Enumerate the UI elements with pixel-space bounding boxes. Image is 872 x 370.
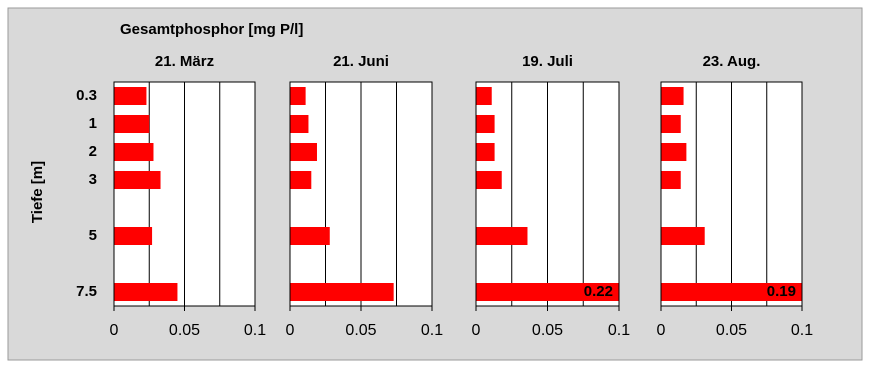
x-tick-label: 0.1 [608,322,630,339]
data-label: 0.19 [767,283,796,300]
bar [476,171,502,189]
panel-title: 23. Aug. [703,53,761,70]
bar [661,87,684,105]
bar [290,143,317,161]
bar [476,227,528,245]
y-tick-label: 5 [89,227,97,244]
x-tick-label: 0.1 [421,322,443,339]
bar [476,143,495,161]
y-tick-label: 1 [89,115,97,132]
panel-title: 21. März [155,53,214,70]
x-tick-label: 0.05 [532,322,563,339]
x-tick-label: 0.1 [791,322,813,339]
bar [476,115,495,133]
bar [290,171,312,189]
bar [661,143,687,161]
panel-title: 19. Juli [522,53,573,70]
bar [114,171,161,189]
panel-title: 21. Juni [333,53,389,70]
x-tick-label: 0.1 [244,322,266,339]
bar [661,227,705,245]
bar [290,283,394,301]
bar [114,143,154,161]
x-tick-label: 0 [657,322,666,339]
x-tick-label: 0.05 [345,322,376,339]
bars [290,87,394,301]
y-tick-label: 7.5 [76,283,97,300]
y-tick-label: 2 [89,143,97,160]
bar [114,227,153,245]
x-tick-label: 0.05 [716,322,747,339]
x-tick-label: 0.05 [169,322,200,339]
bar [476,283,619,301]
bars [114,87,178,301]
y-tick-label: 0.3 [76,87,97,104]
bar [114,87,147,105]
bar [114,283,178,301]
bar [290,87,306,105]
chart-title: Gesamtphosphor [mg P/l] [120,21,303,38]
bars [476,87,619,301]
bar [290,227,330,245]
x-tick-label: 0 [110,322,119,339]
bars [661,87,802,301]
y-tick-label: 3 [89,171,97,188]
bar [114,115,150,133]
bar [476,87,492,105]
bar [661,115,681,133]
bar [661,171,681,189]
data-label: 0.22 [584,283,613,300]
y-axis-label: Tiefe [m] [29,161,46,223]
bar [290,115,309,133]
x-tick-label: 0 [472,322,481,339]
bar [661,283,802,301]
x-tick-label: 0 [286,322,295,339]
